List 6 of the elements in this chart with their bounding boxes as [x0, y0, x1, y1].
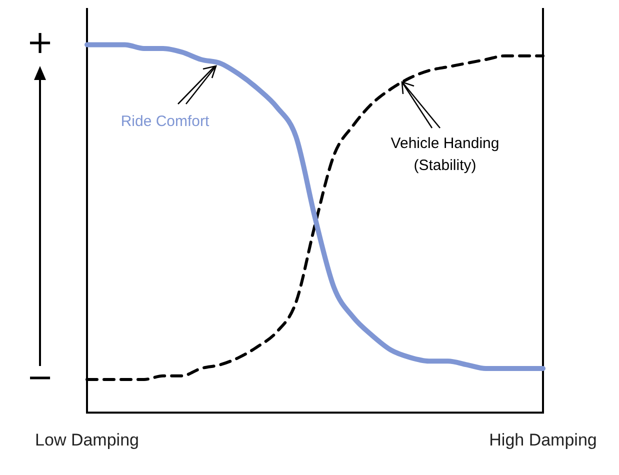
text: Vehicle Handing (Stability)	[390, 135, 500, 174]
x-tick-label: High Damping	[489, 430, 597, 450]
text: +	[26, 23, 54, 62]
text: Ride Comfort	[120, 113, 210, 130]
text: −	[26, 358, 54, 396]
x-tick-label: Low Damping	[35, 430, 139, 450]
